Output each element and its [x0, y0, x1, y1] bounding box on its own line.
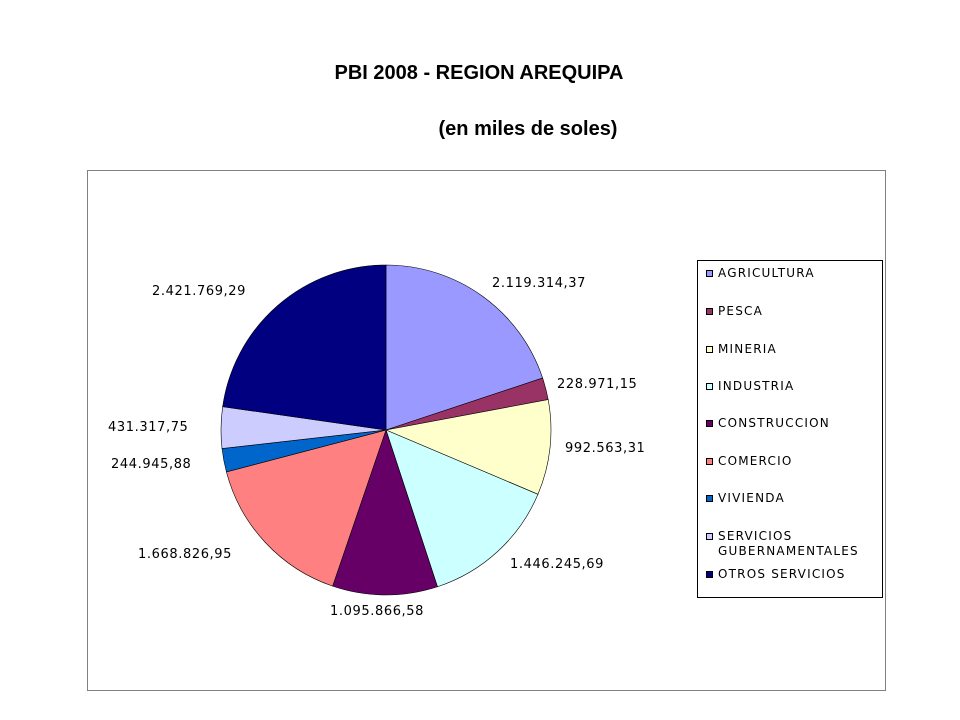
data-label-agricultura: 2.119.314,37 — [492, 276, 586, 291]
pie-slice-mineria — [384, 399, 552, 495]
legend-label: VIVIENDA — [718, 491, 785, 505]
legend-label: OTROS SERVICIOS — [718, 567, 846, 581]
data-label-vivienda: 244.945,88 — [111, 457, 191, 472]
legend-label: PESCA — [718, 304, 764, 318]
data-label-servicios-gubernamentales: 431.317,75 — [108, 420, 188, 435]
pie-slice-industria — [385, 429, 539, 588]
legend-swatch — [706, 495, 713, 502]
data-label-mineria: 992.563,31 — [565, 441, 645, 456]
legend-swatch — [706, 308, 713, 315]
pie-slice-agricultura — [385, 264, 543, 431]
legend-label: CONSTRUCCION — [718, 416, 830, 430]
data-label-comercio: 1.668.826,95 — [138, 547, 232, 562]
legend-label: COMERCIO — [718, 454, 793, 468]
chart-legend: AGRICULTURA PESCA MINERIA INDUSTRIA CONS… — [697, 260, 883, 598]
legend-swatch — [706, 270, 713, 277]
legend-label: INDUSTRIA — [718, 379, 795, 393]
chart-subtitle: (en miles de soles) — [438, 118, 618, 140]
legend-swatch — [706, 571, 713, 578]
data-label-pesca: 228.971,15 — [557, 377, 637, 392]
legend-label: SERVICIOS GUBERNAMENTALES — [718, 529, 859, 558]
legend-swatch — [706, 346, 713, 353]
legend-swatch — [706, 458, 713, 465]
pie-slice-otros-servicios — [222, 264, 387, 431]
legend-swatch — [706, 420, 713, 427]
data-label-industria: 1.446.245,69 — [510, 557, 604, 572]
legend-label: AGRICULTURA — [718, 266, 815, 280]
data-label-otros-servicios: 2.421.769,29 — [152, 284, 246, 299]
pie-slice-construccion — [332, 429, 438, 596]
data-label-construccion: 1.095.866,58 — [330, 604, 424, 619]
pie-slice-comercio — [226, 429, 387, 587]
legend-swatch — [706, 533, 713, 540]
chart-title: PBI 2008 - REGION AREQUIPA — [334, 62, 624, 84]
legend-swatch — [706, 383, 713, 390]
legend-label: MINERIA — [718, 342, 777, 356]
